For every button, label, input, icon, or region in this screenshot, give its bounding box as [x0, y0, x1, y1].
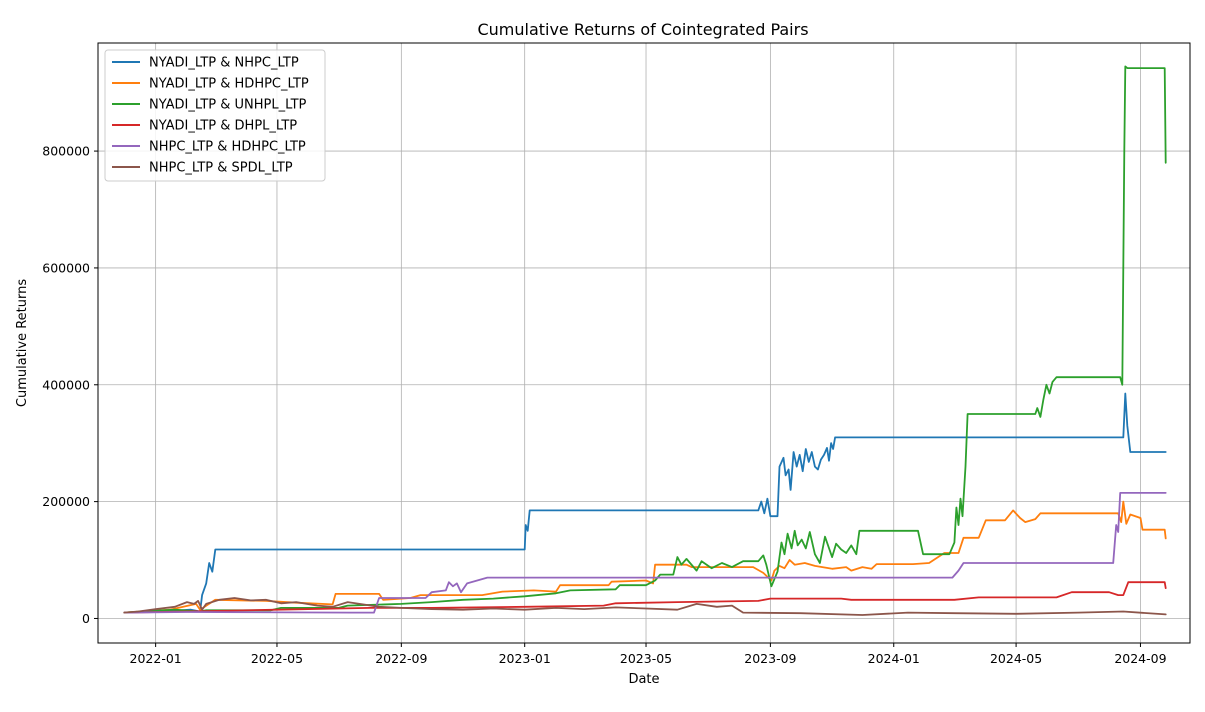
y-tick-label: 600000	[42, 260, 90, 275]
x-tick-label: 2024-01	[868, 651, 920, 666]
x-tick-label: 2022-05	[251, 651, 303, 666]
legend-label-2: NYADI_LTP & HDHPC_LTP	[149, 77, 309, 92]
legend-label-5: NHPC_LTP & HDHPC_LTP	[149, 140, 306, 155]
legend-label-6: NHPC_LTP & SPDL_LTP	[149, 161, 293, 176]
plot-frame	[97, 42, 1191, 644]
legend-label-1: NYADI_LTP & NHPC_LTP	[149, 56, 299, 71]
x-tick-label: 2023-05	[620, 651, 672, 666]
x-tick-label: 2024-09	[1114, 651, 1166, 666]
y-axis-ticks: 0 200000 400000 600000 800000	[42, 144, 98, 626]
x-tick-label: 2023-09	[744, 651, 796, 666]
series-line-2	[123, 500, 1167, 614]
y-axis-label: Cumulative Returns	[15, 279, 30, 407]
legend-label-3: NYADI_LTP & UNHPL_LTP	[149, 98, 307, 113]
legend-box	[104, 49, 326, 182]
x-tick-label: 2023-01	[499, 651, 551, 666]
series-line-3	[123, 65, 1167, 614]
y-tick-label: 400000	[42, 377, 90, 392]
y-tick-label: 800000	[42, 144, 90, 159]
series-line-1	[123, 392, 1167, 614]
legend-label-4: NYADI_LTP & DHPL_LTP	[149, 119, 297, 134]
series-line-5	[123, 492, 1167, 614]
x-tick-label: 2022-09	[375, 651, 427, 666]
plot-series	[123, 65, 1167, 616]
x-axis-label: Date	[628, 672, 659, 687]
series-line-6	[123, 597, 1167, 616]
y-tick-label: 200000	[42, 494, 90, 509]
chart-title: Cumulative Returns of Cointegrated Pairs	[477, 20, 808, 39]
legend: NYADI_LTP & NHPC_LTP NYADI_LTP & HDHPC_LT…	[104, 49, 326, 182]
x-tick-label: 2024-05	[990, 651, 1042, 666]
y-tick-label: 0	[82, 611, 90, 626]
x-tick-label: 2022-01	[130, 651, 182, 666]
grid	[98, 43, 1190, 643]
x-axis-ticks: 2022-01 2022-05 2022-09 2023-01 2023-05 2023-…	[130, 643, 1167, 666]
